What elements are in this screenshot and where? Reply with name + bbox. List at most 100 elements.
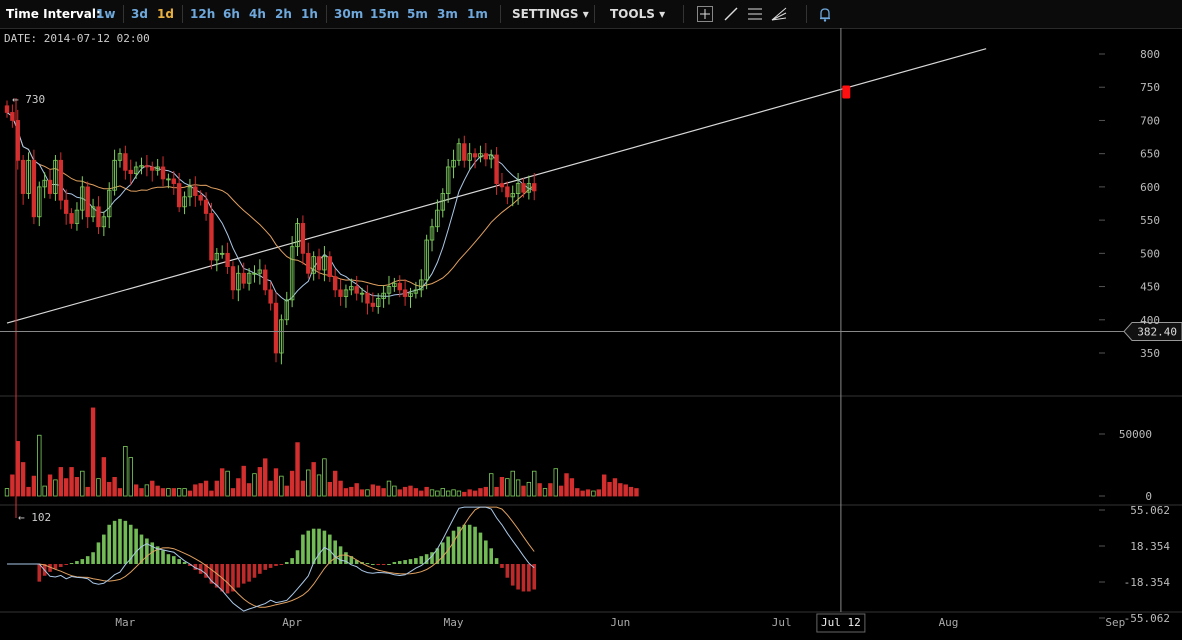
interval-1d[interactable]: 1d <box>157 7 174 21</box>
volume-bar-down <box>295 442 300 497</box>
interval-2h[interactable]: 2h <box>275 7 292 21</box>
fan-tool-icon[interactable] <box>770 5 788 23</box>
candle-down <box>268 289 273 304</box>
candle-down <box>198 195 203 201</box>
volume-bar-down <box>612 478 618 497</box>
macd-bar-negative <box>37 564 42 582</box>
interval-15m[interactable]: 15m <box>370 7 400 21</box>
macd-bar-negative <box>279 564 284 565</box>
candle-up <box>219 252 225 255</box>
interval-30m[interactable]: 30m <box>334 7 364 21</box>
toolbar: Time Interval: 1w 3d 1d 12h 6h 4h 2h 1h … <box>0 0 1182 29</box>
volume-bar-up <box>451 489 456 497</box>
candle-up <box>435 209 440 228</box>
tools-menu[interactable]: TOOLS ▾ <box>610 7 665 21</box>
settings-label: SETTINGS <box>512 7 579 21</box>
volume-bar-down <box>564 473 569 497</box>
candle-up <box>279 319 284 354</box>
candle-up <box>74 209 80 224</box>
time-axis-label: May <box>444 616 464 629</box>
time-axis-label: Aug <box>939 616 959 629</box>
macd-bar-negative <box>376 564 381 565</box>
macd-bar-positive <box>408 559 413 564</box>
volume-bar-down <box>327 481 332 497</box>
volume-bar-down <box>10 474 15 497</box>
volume-bar-down <box>634 488 639 497</box>
separator <box>594 5 595 23</box>
candle-up <box>467 153 472 161</box>
candle-up <box>112 159 117 191</box>
candle-up <box>386 286 392 294</box>
alert-bell-icon[interactable] <box>816 5 834 23</box>
settings-menu[interactable]: SETTINGS ▾ <box>512 7 589 21</box>
candle-down <box>273 302 279 354</box>
macd-bar-positive <box>306 530 311 564</box>
macd-bar-positive <box>295 550 300 564</box>
volume-bar-down <box>209 490 214 497</box>
interval-6h[interactable]: 6h <box>223 7 240 21</box>
interval-12h[interactable]: 12h <box>190 7 216 21</box>
macd-bar-negative <box>247 564 251 582</box>
volume-bar-down <box>273 468 279 497</box>
macd-bar-positive <box>328 534 332 564</box>
candle-down <box>171 178 176 184</box>
volume-bar-down <box>74 476 80 497</box>
interval-1w[interactable]: 1w <box>96 7 116 21</box>
interval-label: Time Interval: <box>6 7 101 21</box>
volume-bar-down <box>219 468 225 497</box>
volume-bar-down <box>268 480 273 497</box>
interval-5m[interactable]: 5m <box>407 7 428 21</box>
candle-down <box>176 183 182 208</box>
candle-up <box>117 153 123 161</box>
macd-bar-positive <box>123 520 128 564</box>
macd-tick-label: 55.062 <box>1130 504 1170 517</box>
line-tool-icon[interactable] <box>722 5 740 23</box>
candle-down <box>370 302 376 307</box>
macd-bar-positive <box>467 524 472 564</box>
volume-bar-up <box>128 457 133 497</box>
candle-up <box>80 186 85 211</box>
chevron-down-icon: ▾ <box>659 7 666 21</box>
volume-bar-down <box>381 488 386 497</box>
tools-label: TOOLS <box>610 7 655 21</box>
volume-bar-up <box>435 490 440 497</box>
volume-bar-down <box>47 474 53 497</box>
macd-bar-positive <box>102 534 106 564</box>
macd-bar-positive <box>392 562 397 564</box>
volume-bar-down <box>408 485 413 497</box>
interval-4h[interactable]: 4h <box>249 7 266 21</box>
macd-bar-positive <box>96 542 101 564</box>
interval-1h[interactable]: 1h <box>301 7 318 21</box>
volume-bar-up <box>4 488 10 497</box>
macd-bar-negative <box>64 564 68 565</box>
interval-3m[interactable]: 3m <box>437 7 458 21</box>
macd-bar-negative <box>516 564 520 590</box>
candle-up <box>440 193 445 211</box>
macd-bar-positive <box>155 546 160 564</box>
volume-bar-down <box>623 484 628 497</box>
interval-3d[interactable]: 3d <box>131 7 148 21</box>
separator <box>500 5 501 23</box>
candle-down <box>483 153 489 160</box>
macd-bar-positive <box>462 524 467 564</box>
interval-1m[interactable]: 1m <box>467 7 488 21</box>
volume-bar-down <box>112 476 117 497</box>
volume-bar-up <box>553 468 558 497</box>
volume-bar-up <box>96 478 101 497</box>
candle-up <box>90 206 96 218</box>
volume-bar-down <box>402 486 408 497</box>
fib-lines-icon[interactable] <box>746 5 764 23</box>
volume-bar-down <box>462 491 467 497</box>
candle-down <box>58 159 63 201</box>
volume-bar-down <box>618 483 623 497</box>
crosshair-icon[interactable] <box>696 5 714 23</box>
candle-down <box>354 286 359 294</box>
candle-up <box>424 239 429 281</box>
volume-bar-down <box>241 465 246 497</box>
volume-bar-down <box>601 474 607 497</box>
candle-down <box>263 269 268 291</box>
macd-bar-positive <box>489 548 493 564</box>
price-tick-label: 550 <box>1140 214 1160 227</box>
price-chart[interactable]: 382.40 800 750 700 650 600 550 500 450 400 350 500… <box>0 28 1182 640</box>
macd-bar-positive <box>354 560 359 564</box>
